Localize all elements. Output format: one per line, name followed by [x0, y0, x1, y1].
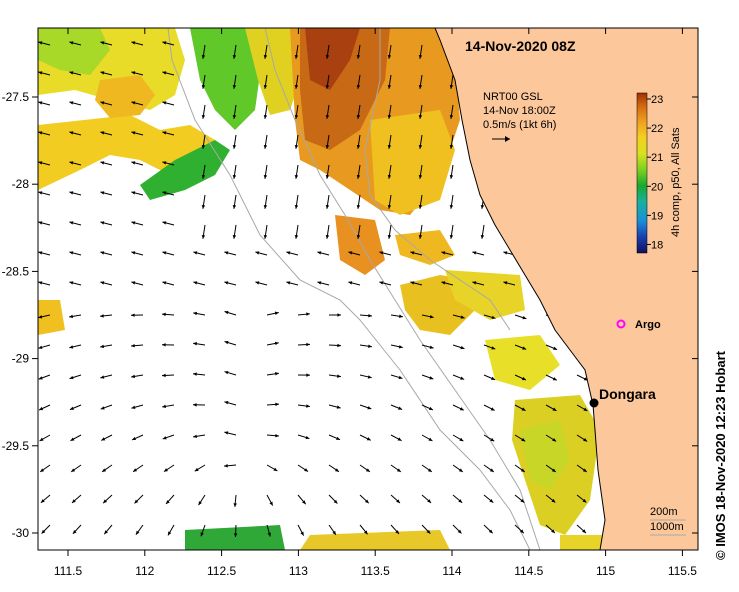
colorbar-tick-label: 22: [651, 123, 663, 135]
colorbar-tick-label: 19: [651, 210, 663, 222]
x-tick-label: 114: [442, 564, 461, 578]
x-tick-label: 111.5: [54, 564, 83, 578]
location-dot-icon: [589, 398, 599, 408]
depth-legend-1000m: 1000m: [650, 521, 684, 533]
colorbar-tick-label: 21: [651, 152, 663, 164]
x-tick-label: 113.5: [361, 564, 390, 578]
bathymetry-contours: [167, 28, 541, 550]
dongara-label: Dongara: [599, 386, 656, 402]
argo-label: Argo: [635, 319, 661, 331]
y-axis: -27.5 -28 -28.5 -29 -29.5 -30: [2, 90, 698, 540]
colorbar-tick-label: 18: [651, 239, 663, 251]
current-legend-line1: NRT00 GSL: [483, 91, 543, 103]
x-tick-label: 112: [135, 564, 154, 578]
argo-marker: Argo: [616, 319, 661, 331]
colorbar: 23 22 21 20 19 18 4h comp, p50, All Sats: [636, 92, 682, 254]
argo-icon: [616, 319, 626, 329]
credit-text: © IMOS 18-Nov-2020 12:23 Hobart: [713, 351, 728, 560]
plot-frame: [37, 27, 699, 551]
credit-label: IMOS 18-Nov-2020 12:23 Hobart: [713, 350, 728, 547]
y-tick-label: -29.5: [2, 439, 30, 453]
land-mass: [434, 28, 698, 550]
y-tick-label: -27.5: [2, 90, 30, 104]
y-tick-label: -29: [12, 352, 30, 366]
x-axis: 111.5 112 112.5 113 113.5 114 114.5 115 115.5: [54, 28, 697, 578]
dongara-marker: Dongara: [589, 386, 656, 408]
x-tick-label: 112.5: [207, 564, 236, 578]
map-title: 14-Nov-2020 08Z: [465, 38, 576, 54]
colorbar-tick-label: 20: [651, 181, 663, 193]
y-tick-label: -28.5: [2, 264, 30, 278]
current-legend-line3: 0.5m/s (1kt 6h): [483, 119, 556, 131]
colorbar-label: 4h comp, p50, All Sats: [670, 127, 682, 237]
copyright-symbol: ©: [713, 550, 728, 560]
x-tick-label: 114.5: [514, 564, 543, 578]
colorbar-tick-label: 23: [651, 94, 663, 106]
current-legend: NRT00 GSL 14-Nov 18:00Z 0.5m/s (1kt 6h): [483, 91, 556, 142]
x-tick-label: 115.5: [668, 564, 697, 578]
y-tick-label: -30: [12, 526, 30, 540]
current-vectors: [38, 41, 589, 538]
current-legend-line2: 14-Nov 18:00Z: [483, 105, 556, 117]
y-tick-label: -28: [12, 177, 30, 191]
arrow-icon: [505, 136, 510, 142]
colorbar-scale: [636, 92, 648, 254]
x-tick-label: 115: [596, 564, 615, 578]
depth-legend: 200m 1000m: [650, 506, 686, 536]
x-tick-label: 113: [289, 564, 308, 578]
depth-legend-200m: 200m: [650, 506, 678, 518]
